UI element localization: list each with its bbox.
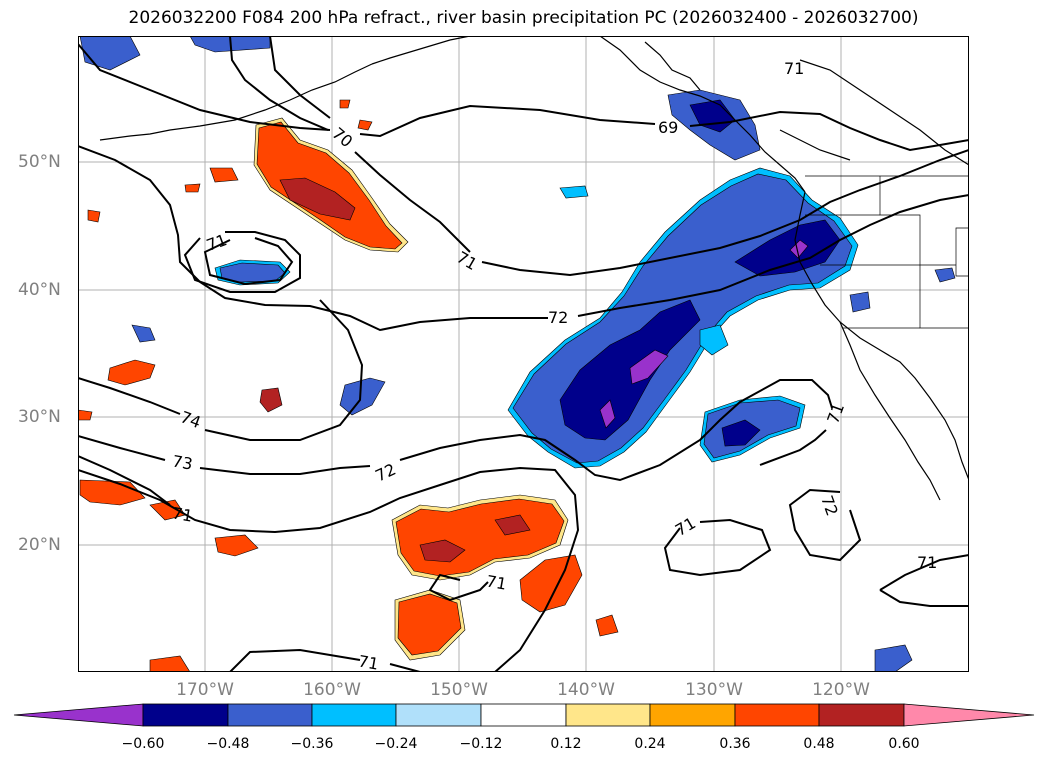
contour-label: 71	[917, 553, 937, 572]
lon-label-160w: 160°W	[303, 680, 361, 700]
colorbar-segment	[734, 703, 820, 727]
contour-label: 74	[178, 407, 204, 432]
lat-label-30n: 30°N	[18, 407, 61, 427]
contour-label: 72	[548, 308, 568, 327]
lat-label-50n: 50°N	[18, 152, 61, 172]
colorbar	[13, 703, 1035, 727]
colorbar-tick: 0.60	[888, 736, 920, 752]
nw-core	[279, 177, 356, 221]
contour-label: 72	[817, 493, 842, 519]
lon-label-140w: 140°W	[557, 680, 615, 700]
contour-label: 73	[171, 451, 194, 473]
coastlines	[99, 36, 969, 501]
colorbar-tick: −0.36	[290, 736, 334, 752]
colorbar-segment	[818, 703, 905, 727]
lon-label-150w: 150°W	[430, 680, 488, 700]
refractivity-contours	[78, 36, 969, 672]
map-plot-area[interactable]: 71 69 70 71 71 72 74 73 72 71 71 71 71 7…	[78, 36, 969, 672]
colorbar-segment	[565, 703, 651, 727]
colorbar-tick: −0.48	[206, 736, 250, 752]
contour-label: 71	[784, 59, 804, 78]
colorbar-segment	[480, 703, 567, 727]
colorbar-segment	[649, 703, 736, 727]
precip-shading-positive	[78, 99, 619, 672]
colorbar-tick: −0.12	[459, 736, 503, 752]
contour-label: 70	[328, 124, 356, 152]
lon-label-170w: 170°W	[176, 680, 234, 700]
contour-label: 72	[372, 460, 398, 486]
lon-label-120w: 120°W	[812, 680, 870, 700]
colorbar-tick: 0.48	[803, 736, 835, 752]
colorbar-tick: 0.36	[719, 736, 751, 752]
colorbar-segment	[903, 703, 1035, 727]
colorbar-tick: −0.24	[374, 736, 418, 752]
contour-label: 71	[823, 401, 848, 427]
colorbar-segment	[142, 703, 229, 727]
colorbar-segment	[395, 703, 482, 727]
colorbar-tick: 0.24	[634, 736, 666, 752]
graticule	[78, 36, 969, 672]
borders	[805, 175, 969, 329]
contour-label: 71	[485, 571, 508, 593]
colorbar-segment	[13, 703, 144, 727]
nw-band	[256, 121, 403, 250]
colorbar-tick: −0.60	[121, 736, 165, 752]
hawaii-band	[395, 498, 565, 577]
precip-shading-negative	[79, 36, 956, 672]
lon-label-130w: 130°W	[685, 680, 743, 700]
contour-label: 71	[672, 513, 699, 540]
colorbar-tick: 0.12	[550, 736, 582, 752]
contour-label: 71	[357, 651, 380, 672]
colorbar-segment	[227, 703, 313, 727]
contour-label: 69	[658, 118, 678, 137]
map-title: 2026032200 F084 200 hPa refract., river …	[128, 8, 919, 28]
lat-label-40n: 40°N	[18, 280, 61, 300]
contour-label: 71	[171, 503, 194, 525]
contour-label: 71	[453, 247, 480, 274]
lat-label-20n: 20°N	[18, 535, 61, 555]
colorbar-segment	[311, 703, 397, 727]
